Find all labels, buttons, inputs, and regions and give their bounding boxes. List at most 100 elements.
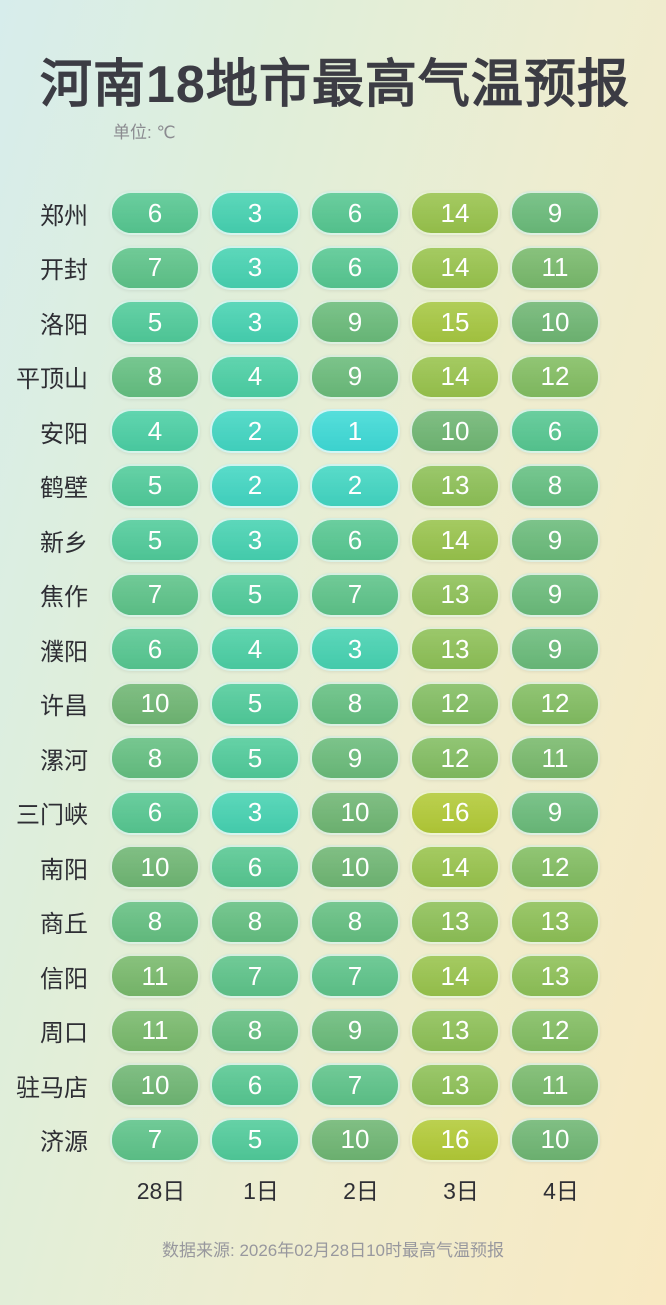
temperature-cell: 6: [310, 518, 400, 562]
temperature-cell: 6: [110, 191, 200, 235]
temperature-cell: 7: [310, 1063, 400, 1107]
temperature-cell: 3: [310, 627, 400, 671]
temperature-cell: 14: [410, 845, 500, 889]
temperature-cell: 4: [210, 354, 300, 399]
temperature-cell: 4: [210, 627, 300, 671]
temperature-cell: 6: [510, 409, 600, 453]
temperature-cell: 9: [510, 627, 600, 671]
city-label: 安阳: [40, 420, 88, 448]
temperature-cell: 11: [510, 1063, 600, 1107]
temperature-cell: 13: [410, 463, 500, 508]
temperature-cell: 8: [210, 899, 300, 944]
temperature-cell: 10: [510, 300, 600, 344]
temperature-cell: 3: [210, 518, 300, 562]
city-label: 商丘: [40, 911, 88, 938]
temperature-cell: 8: [310, 899, 400, 944]
temperature-cell: 5: [210, 572, 300, 617]
table-row: 开封 7 3 6 14 11: [0, 245, 666, 290]
temperature-cell: 14: [410, 954, 500, 998]
table-row: 商丘 8 8 8 13 13: [0, 899, 666, 944]
temperature-cell: 13: [510, 954, 600, 998]
table-row: 许昌 10 5 8 12 12: [0, 681, 666, 726]
temperature-cell: 3: [210, 300, 300, 344]
temperature-cell: 6: [110, 627, 200, 671]
x-axis-label: 3日: [443, 1178, 479, 1204]
temperature-cell: 8: [510, 463, 600, 508]
city-label: 济源: [40, 1129, 88, 1156]
temperature-cell: 7: [110, 245, 200, 290]
temperature-cell: 5: [210, 736, 300, 780]
city-label: 郑州: [40, 202, 88, 230]
city-label: 鹤壁: [40, 475, 88, 502]
temperature-cell: 3: [210, 245, 300, 290]
temperature-cell: 9: [310, 354, 400, 399]
table-row: 焦作 7 5 7 13 9: [0, 572, 666, 617]
temperature-cell: 13: [410, 1008, 500, 1053]
temperature-cell: 5: [110, 300, 200, 344]
x-axis-label: 28日: [136, 1178, 186, 1204]
temperature-cell: 8: [210, 1008, 300, 1053]
city-label: 漯河: [40, 747, 88, 775]
temperature-cell: 2: [310, 463, 400, 508]
temperature-cell: 12: [410, 736, 500, 780]
temperature-cell: 3: [210, 191, 300, 235]
temperature-cell: 12: [510, 845, 600, 889]
temperature-cell: 11: [110, 954, 200, 998]
temperature-cell: 6: [310, 245, 400, 290]
temperature-cell: 6: [110, 790, 200, 835]
temperature-grid: 郑州 6 3 6 14 9 开封 7 3 6 14 11 洛阳 5 3 9 15 10 平顶山 8 4 9 14 12 安阳 4 2…: [0, 191, 666, 1172]
temperature-cell: 7: [310, 954, 400, 998]
x-axis-label: 1日: [243, 1178, 279, 1204]
temperature-cell: 12: [510, 1008, 600, 1053]
temperature-cell: 13: [510, 899, 600, 944]
table-row: 信阳 11 7 7 14 13: [0, 954, 666, 998]
temperature-cell: 10: [510, 1117, 600, 1162]
temperature-cell: 9: [310, 300, 400, 344]
temperature-cell: 7: [110, 1117, 200, 1162]
table-row: 济源 7 5 10 16 10: [0, 1117, 666, 1162]
temperature-cell: 13: [410, 627, 500, 671]
temperature-cell: 9: [510, 572, 600, 617]
table-row: 鹤壁 5 2 2 13 8: [0, 463, 666, 508]
temperature-cell: 7: [210, 954, 300, 998]
table-row: 洛阳 5 3 9 15 10: [0, 300, 666, 344]
temperature-cell: 12: [510, 681, 600, 726]
temperature-cell: 5: [110, 463, 200, 508]
temperature-cell: 8: [110, 899, 200, 944]
city-label: 南阳: [40, 856, 88, 884]
table-row: 南阳 10 6 10 14 12: [0, 845, 666, 889]
city-label: 平顶山: [16, 366, 88, 393]
city-label: 三门峡: [16, 802, 88, 829]
temperature-cell: 11: [510, 245, 600, 290]
temperature-cell: 9: [510, 518, 600, 562]
unit-label: 单位: ℃: [113, 123, 176, 142]
x-axis-label: 4日: [543, 1178, 579, 1204]
data-source: 数据来源: 2026年02月28日10时最高气温预报: [162, 1241, 504, 1260]
table-row: 漯河 8 5 9 12 11: [0, 736, 666, 780]
city-label: 开封: [40, 257, 88, 284]
temperature-cell: 1: [310, 409, 400, 453]
city-label: 焦作: [40, 584, 88, 611]
temperature-cell: 10: [310, 1117, 400, 1162]
temperature-cell: 16: [410, 1117, 500, 1162]
temperature-cell: 6: [310, 191, 400, 235]
city-label: 周口: [40, 1020, 88, 1047]
temperature-cell: 5: [110, 518, 200, 562]
temperature-cell: 10: [110, 1063, 200, 1107]
temperature-cell: 9: [310, 1008, 400, 1053]
temperature-cell: 6: [210, 845, 300, 889]
temperature-cell: 13: [410, 572, 500, 617]
temperature-cell: 8: [110, 736, 200, 780]
city-label: 信阳: [40, 965, 88, 993]
temperature-cell: 4: [110, 409, 200, 453]
temperature-cell: 13: [410, 1063, 500, 1107]
temperature-cell: 9: [510, 790, 600, 835]
temperature-cell: 9: [510, 191, 600, 235]
temperature-cell: 10: [410, 409, 500, 453]
table-row: 安阳 4 2 1 10 6: [0, 409, 666, 453]
temperature-cell: 2: [210, 409, 300, 453]
city-label: 洛阳: [40, 311, 88, 339]
temperature-cell: 10: [110, 845, 200, 889]
temperature-cell: 6: [210, 1063, 300, 1107]
